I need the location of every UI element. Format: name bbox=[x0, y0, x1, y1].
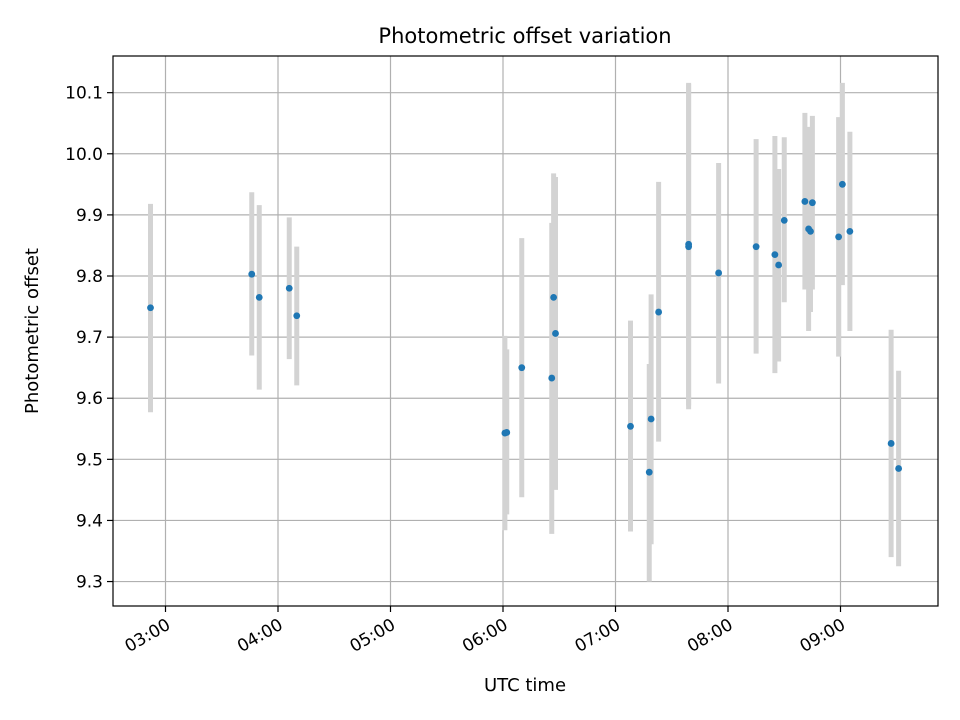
data-point bbox=[808, 199, 816, 207]
data-point bbox=[503, 429, 511, 436]
data-point bbox=[807, 227, 814, 235]
data-point bbox=[647, 415, 655, 423]
data-point bbox=[552, 330, 559, 337]
x-axis-label: UTC time bbox=[484, 675, 566, 696]
data-point bbox=[685, 243, 693, 251]
x-tick-label: 09:00 bbox=[797, 615, 849, 657]
data-point bbox=[548, 374, 556, 382]
chart-title: Photometric offset variation bbox=[378, 24, 671, 48]
y-tick-label: 9.3 bbox=[76, 573, 103, 593]
data-point bbox=[147, 304, 154, 312]
error-bars bbox=[148, 82, 902, 582]
data-point bbox=[655, 308, 663, 316]
data-point bbox=[780, 216, 788, 224]
data-point bbox=[835, 233, 843, 241]
data-point bbox=[771, 251, 779, 259]
data-point bbox=[775, 261, 783, 269]
y-axis-label: Photometric offset bbox=[22, 248, 43, 414]
data-point bbox=[715, 269, 723, 277]
x-tick-label: 04:00 bbox=[234, 615, 286, 657]
y-axis: 9.3 9.4 9.5 9.6 9.7 9.8 9.9 10.0 10.1 bbox=[65, 84, 113, 593]
data-point bbox=[752, 243, 760, 251]
data-points bbox=[147, 180, 903, 476]
x-axis: 03:00 04:00 05:00 06:00 07:00 08:00 09:00 bbox=[122, 606, 849, 657]
data-point bbox=[645, 468, 653, 476]
y-tick-label: 9.6 bbox=[76, 389, 103, 409]
data-point bbox=[285, 284, 293, 292]
y-tick-label: 9.8 bbox=[76, 267, 103, 287]
data-point bbox=[518, 364, 526, 372]
y-tick-label: 9.9 bbox=[76, 206, 103, 226]
x-tick-label: 05:00 bbox=[347, 615, 399, 657]
y-tick-label: 10.0 bbox=[65, 145, 103, 165]
data-point bbox=[838, 180, 846, 188]
plot-frame bbox=[112, 55, 939, 607]
data-point bbox=[627, 422, 634, 430]
data-point bbox=[550, 293, 558, 301]
x-tick-label: 03:00 bbox=[122, 615, 174, 657]
data-point bbox=[895, 465, 903, 472]
y-tick-label: 9.5 bbox=[76, 450, 103, 470]
data-point bbox=[248, 270, 256, 278]
data-point bbox=[887, 440, 895, 447]
x-tick-label: 06:00 bbox=[459, 615, 511, 657]
y-tick-label: 10.1 bbox=[65, 84, 103, 104]
y-tick-label: 9.4 bbox=[76, 511, 103, 531]
data-point bbox=[846, 227, 854, 235]
data-point bbox=[255, 293, 263, 301]
x-tick-label: 08:00 bbox=[684, 615, 736, 657]
y-tick-label: 9.7 bbox=[76, 328, 103, 348]
x-tick-label: 07:00 bbox=[572, 615, 624, 657]
data-point bbox=[293, 312, 301, 320]
data-point bbox=[801, 198, 809, 205]
